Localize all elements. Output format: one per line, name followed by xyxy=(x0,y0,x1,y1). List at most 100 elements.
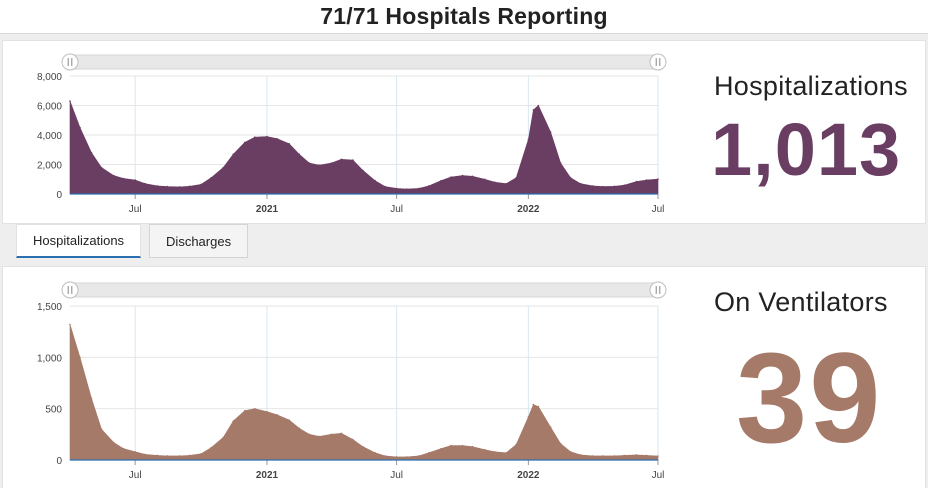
data-point xyxy=(527,138,530,141)
data-point xyxy=(266,410,268,413)
data-point xyxy=(134,451,136,453)
data-point xyxy=(405,188,408,190)
data-point xyxy=(122,177,125,180)
data-point xyxy=(112,174,115,177)
range-slider-handle-left[interactable] xyxy=(61,281,79,299)
data-point xyxy=(188,185,191,188)
data-point xyxy=(418,455,420,457)
data-point xyxy=(559,162,562,164)
tab-discharges[interactable]: Discharges xyxy=(149,224,249,258)
data-point xyxy=(222,166,225,169)
data-point xyxy=(527,416,530,418)
data-point xyxy=(254,407,256,410)
y-tick-label: 6,000 xyxy=(37,102,62,113)
data-point xyxy=(318,164,321,166)
data-point xyxy=(144,453,146,456)
x-tick-label: 2021 xyxy=(256,204,279,215)
y-tick-label: 2,000 xyxy=(37,161,62,172)
data-point xyxy=(483,178,486,181)
data-point xyxy=(178,455,181,457)
hospitalizations-stat-label: Hospitalizations xyxy=(714,71,908,101)
data-point xyxy=(537,405,540,408)
data-point xyxy=(266,135,268,138)
ventilators-panel: 0 500 1,000 1,500 Jul 2021 Jul 2022 Jul On Venti… xyxy=(2,266,926,488)
range-slider-handle-left[interactable] xyxy=(61,53,79,71)
tab-hospitalizations[interactable]: Hospitalizations xyxy=(16,224,142,258)
data-point xyxy=(418,187,420,190)
data-point xyxy=(210,446,212,449)
data-point xyxy=(232,420,235,422)
data-point xyxy=(493,451,496,453)
data-point xyxy=(298,427,301,429)
data-point xyxy=(352,159,354,161)
data-point xyxy=(559,442,562,445)
data-point xyxy=(549,131,552,133)
data-point xyxy=(635,454,638,456)
data-point xyxy=(613,185,616,188)
data-point xyxy=(592,455,594,457)
data-point xyxy=(505,182,508,185)
data-point xyxy=(254,136,256,138)
data-point xyxy=(100,428,103,430)
data-point xyxy=(515,177,517,179)
data-point xyxy=(657,455,659,457)
data-point xyxy=(471,445,474,448)
ventilators-stat-label: On Ventilators xyxy=(714,287,888,317)
data-point xyxy=(330,433,333,436)
page-title: 71/71 Hospitals Reporting xyxy=(320,3,608,29)
data-point xyxy=(362,445,364,448)
data-point xyxy=(471,175,474,178)
data-point xyxy=(592,185,594,187)
data-point xyxy=(200,183,202,186)
data-point xyxy=(450,444,452,447)
data-point xyxy=(166,185,169,188)
x-tick-label: 2022 xyxy=(517,204,540,215)
ventilators-stat-value: 39 xyxy=(736,327,883,470)
ventilators-chart: 0 500 1,000 1,500 Jul 2021 Jul 2022 Jul xyxy=(37,281,667,481)
data-point xyxy=(69,100,71,102)
data-point xyxy=(232,153,235,155)
range-slider-track xyxy=(69,54,659,70)
data-point xyxy=(210,177,212,179)
data-point xyxy=(178,186,181,188)
data-point xyxy=(188,454,191,457)
data-point xyxy=(579,182,582,185)
data-point xyxy=(493,181,496,183)
data-point xyxy=(461,444,464,447)
data-point xyxy=(134,179,136,181)
data-point xyxy=(308,162,311,164)
data-point xyxy=(384,185,386,188)
data-point xyxy=(635,180,638,183)
data-point xyxy=(440,447,442,450)
data-point xyxy=(405,456,408,458)
data-point xyxy=(276,137,278,140)
data-point xyxy=(340,432,343,435)
data-point xyxy=(395,187,398,190)
range-slider-handle-right[interactable] xyxy=(649,281,667,299)
data-point xyxy=(602,455,604,457)
data-point xyxy=(428,185,430,187)
data-point xyxy=(623,454,626,457)
data-point xyxy=(645,454,648,457)
data-point xyxy=(505,452,508,454)
x-tick-label: Jul xyxy=(390,204,403,215)
x-tick-label: 2021 xyxy=(256,470,279,481)
x-tick-label: Jul xyxy=(652,204,665,215)
data-point xyxy=(79,126,81,129)
data-point xyxy=(166,455,169,457)
x-tick-label: Jul xyxy=(390,470,403,481)
hospitalizations-stat-value: 1,013 xyxy=(711,108,902,191)
data-point xyxy=(395,456,398,458)
data-point xyxy=(244,141,246,144)
y-tick-label: 0 xyxy=(56,456,62,467)
range-slider-handle-right[interactable] xyxy=(649,53,667,71)
hospitalizations-panel: 0 2,000 4,000 6,000 8,000 Jul 2021 Jul 2022 Jul H… xyxy=(2,40,926,224)
data-point xyxy=(90,397,93,400)
range-slider-track xyxy=(69,282,659,298)
data-point xyxy=(623,184,626,186)
data-point xyxy=(244,409,246,412)
series-area xyxy=(69,100,659,195)
data-point xyxy=(657,178,659,180)
data-point xyxy=(613,455,616,457)
y-tick-label: 1,000 xyxy=(37,353,62,364)
